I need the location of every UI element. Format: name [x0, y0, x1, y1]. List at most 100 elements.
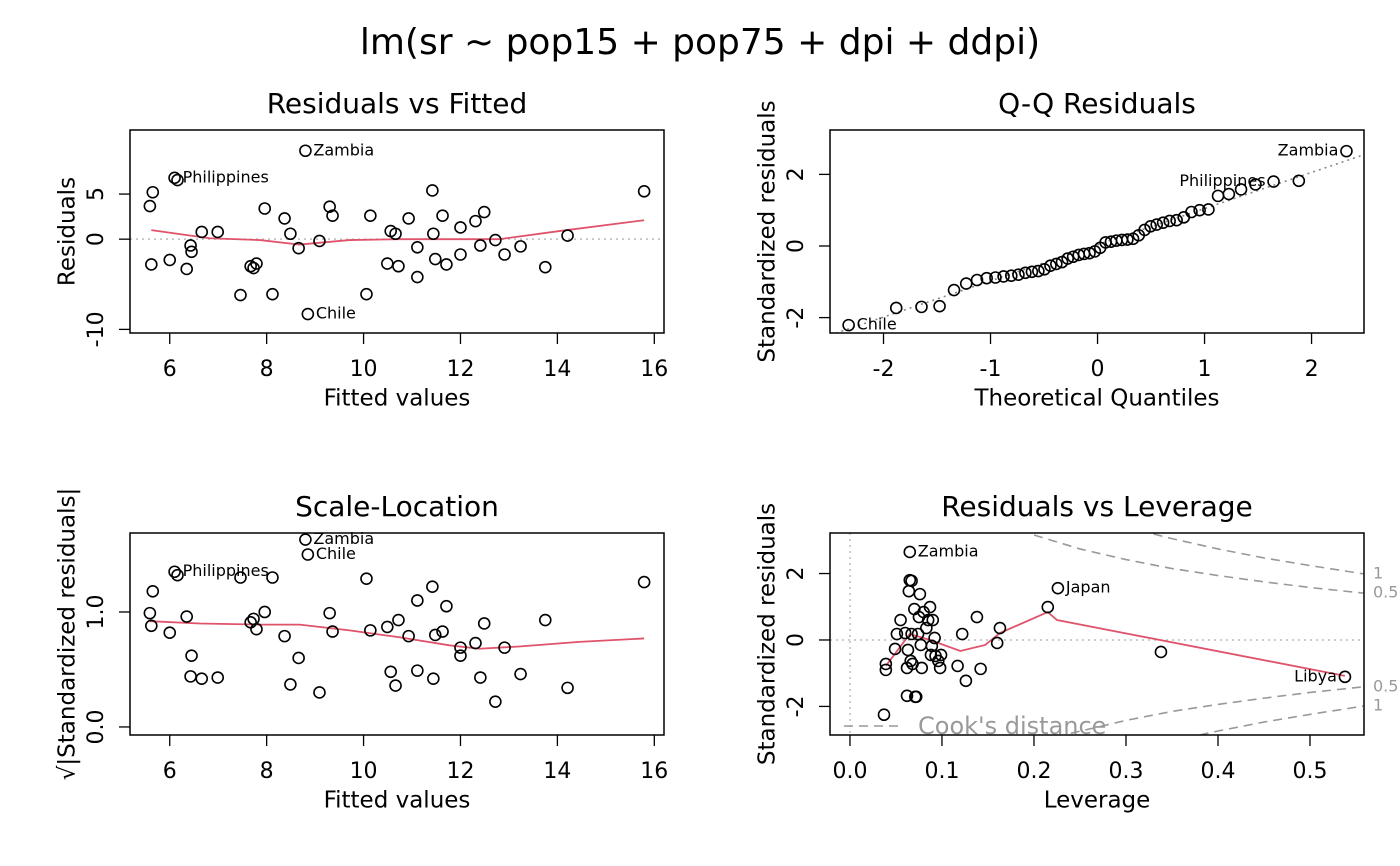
contour-label: 0.5 — [1373, 583, 1398, 602]
point — [1163, 214, 1176, 228]
x-tick-label: 16 — [640, 759, 668, 784]
point — [266, 287, 279, 301]
point — [538, 613, 552, 627]
point — [1019, 266, 1032, 280]
point — [266, 571, 279, 584]
point — [411, 664, 424, 677]
point — [402, 629, 415, 643]
point — [915, 661, 929, 675]
point — [1050, 257, 1063, 271]
point — [879, 663, 893, 677]
point — [146, 584, 160, 598]
point — [301, 548, 315, 561]
point — [933, 661, 947, 675]
point — [1044, 259, 1057, 272]
point — [915, 300, 928, 314]
point — [278, 629, 291, 643]
point — [428, 628, 442, 642]
point — [411, 240, 424, 254]
point — [498, 248, 511, 261]
point — [258, 202, 272, 215]
point — [145, 258, 158, 271]
cooks-contour — [1153, 533, 1364, 575]
point — [454, 649, 467, 662]
point — [247, 612, 260, 626]
x-tick-label: 8 — [260, 357, 274, 382]
point — [381, 257, 394, 270]
point — [250, 622, 263, 636]
point-label: Zambia — [1278, 141, 1339, 160]
plot-area — [833, 153, 1364, 333]
plot-area — [130, 219, 664, 246]
point-label: Japan — [1065, 578, 1111, 597]
point — [909, 690, 923, 704]
point — [426, 580, 439, 593]
point — [436, 209, 449, 223]
point — [427, 672, 440, 685]
point — [171, 568, 184, 582]
point — [890, 627, 904, 641]
point — [211, 225, 225, 239]
x-axis-label: Theoretical Quantiles — [973, 386, 1219, 412]
y-tick-label: -10 — [84, 311, 109, 347]
point-label: Zambia — [918, 541, 979, 560]
point — [180, 262, 193, 276]
point — [323, 606, 336, 620]
point — [1144, 220, 1157, 233]
point — [477, 617, 491, 630]
point — [284, 227, 297, 241]
point — [185, 245, 198, 259]
x-axis-label: Fitted values — [324, 788, 471, 814]
panel-title: Residuals vs Leverage — [941, 490, 1253, 523]
point — [970, 273, 984, 287]
point — [211, 671, 225, 684]
point — [411, 594, 424, 607]
point — [299, 144, 312, 158]
point — [250, 257, 263, 270]
contour-label: 1 — [1373, 563, 1383, 582]
point — [469, 214, 482, 228]
y-tick-label: 2 — [784, 167, 809, 181]
plot-frame — [829, 129, 1365, 334]
point — [514, 240, 527, 253]
x-tick-label: 10 — [350, 357, 378, 382]
point — [1222, 187, 1236, 201]
point — [1211, 189, 1225, 203]
point — [1012, 268, 1025, 281]
point — [1025, 265, 1039, 279]
point — [313, 686, 326, 699]
panel-title: Q-Q Residuals — [998, 87, 1196, 120]
cooks-contour — [1070, 686, 1364, 735]
point — [538, 260, 552, 274]
smooth-line — [151, 219, 645, 246]
point — [168, 565, 181, 579]
point — [171, 173, 184, 187]
point — [364, 624, 377, 637]
point — [1340, 144, 1353, 158]
point — [879, 657, 893, 671]
point — [195, 225, 209, 239]
point — [928, 631, 941, 645]
point — [402, 212, 415, 225]
x-tick-label: 12 — [446, 357, 474, 382]
x-tick-label: 12 — [446, 759, 474, 784]
point — [914, 638, 928, 652]
plot-frame — [129, 532, 665, 736]
point — [195, 672, 209, 685]
point-label: Chile — [857, 315, 897, 334]
point — [898, 626, 912, 640]
point — [1032, 264, 1045, 278]
point — [1170, 213, 1183, 227]
point-label: Philippines — [183, 167, 269, 186]
point — [301, 307, 315, 321]
point — [1061, 252, 1074, 265]
point — [143, 199, 157, 213]
point — [894, 613, 907, 627]
point — [980, 271, 993, 285]
point — [901, 643, 915, 657]
point — [842, 318, 855, 332]
point — [168, 171, 181, 185]
x-tick-label: 1 — [1198, 357, 1212, 382]
x-tick-label: 6 — [163, 357, 177, 382]
contour-label: 1 — [1373, 696, 1383, 715]
